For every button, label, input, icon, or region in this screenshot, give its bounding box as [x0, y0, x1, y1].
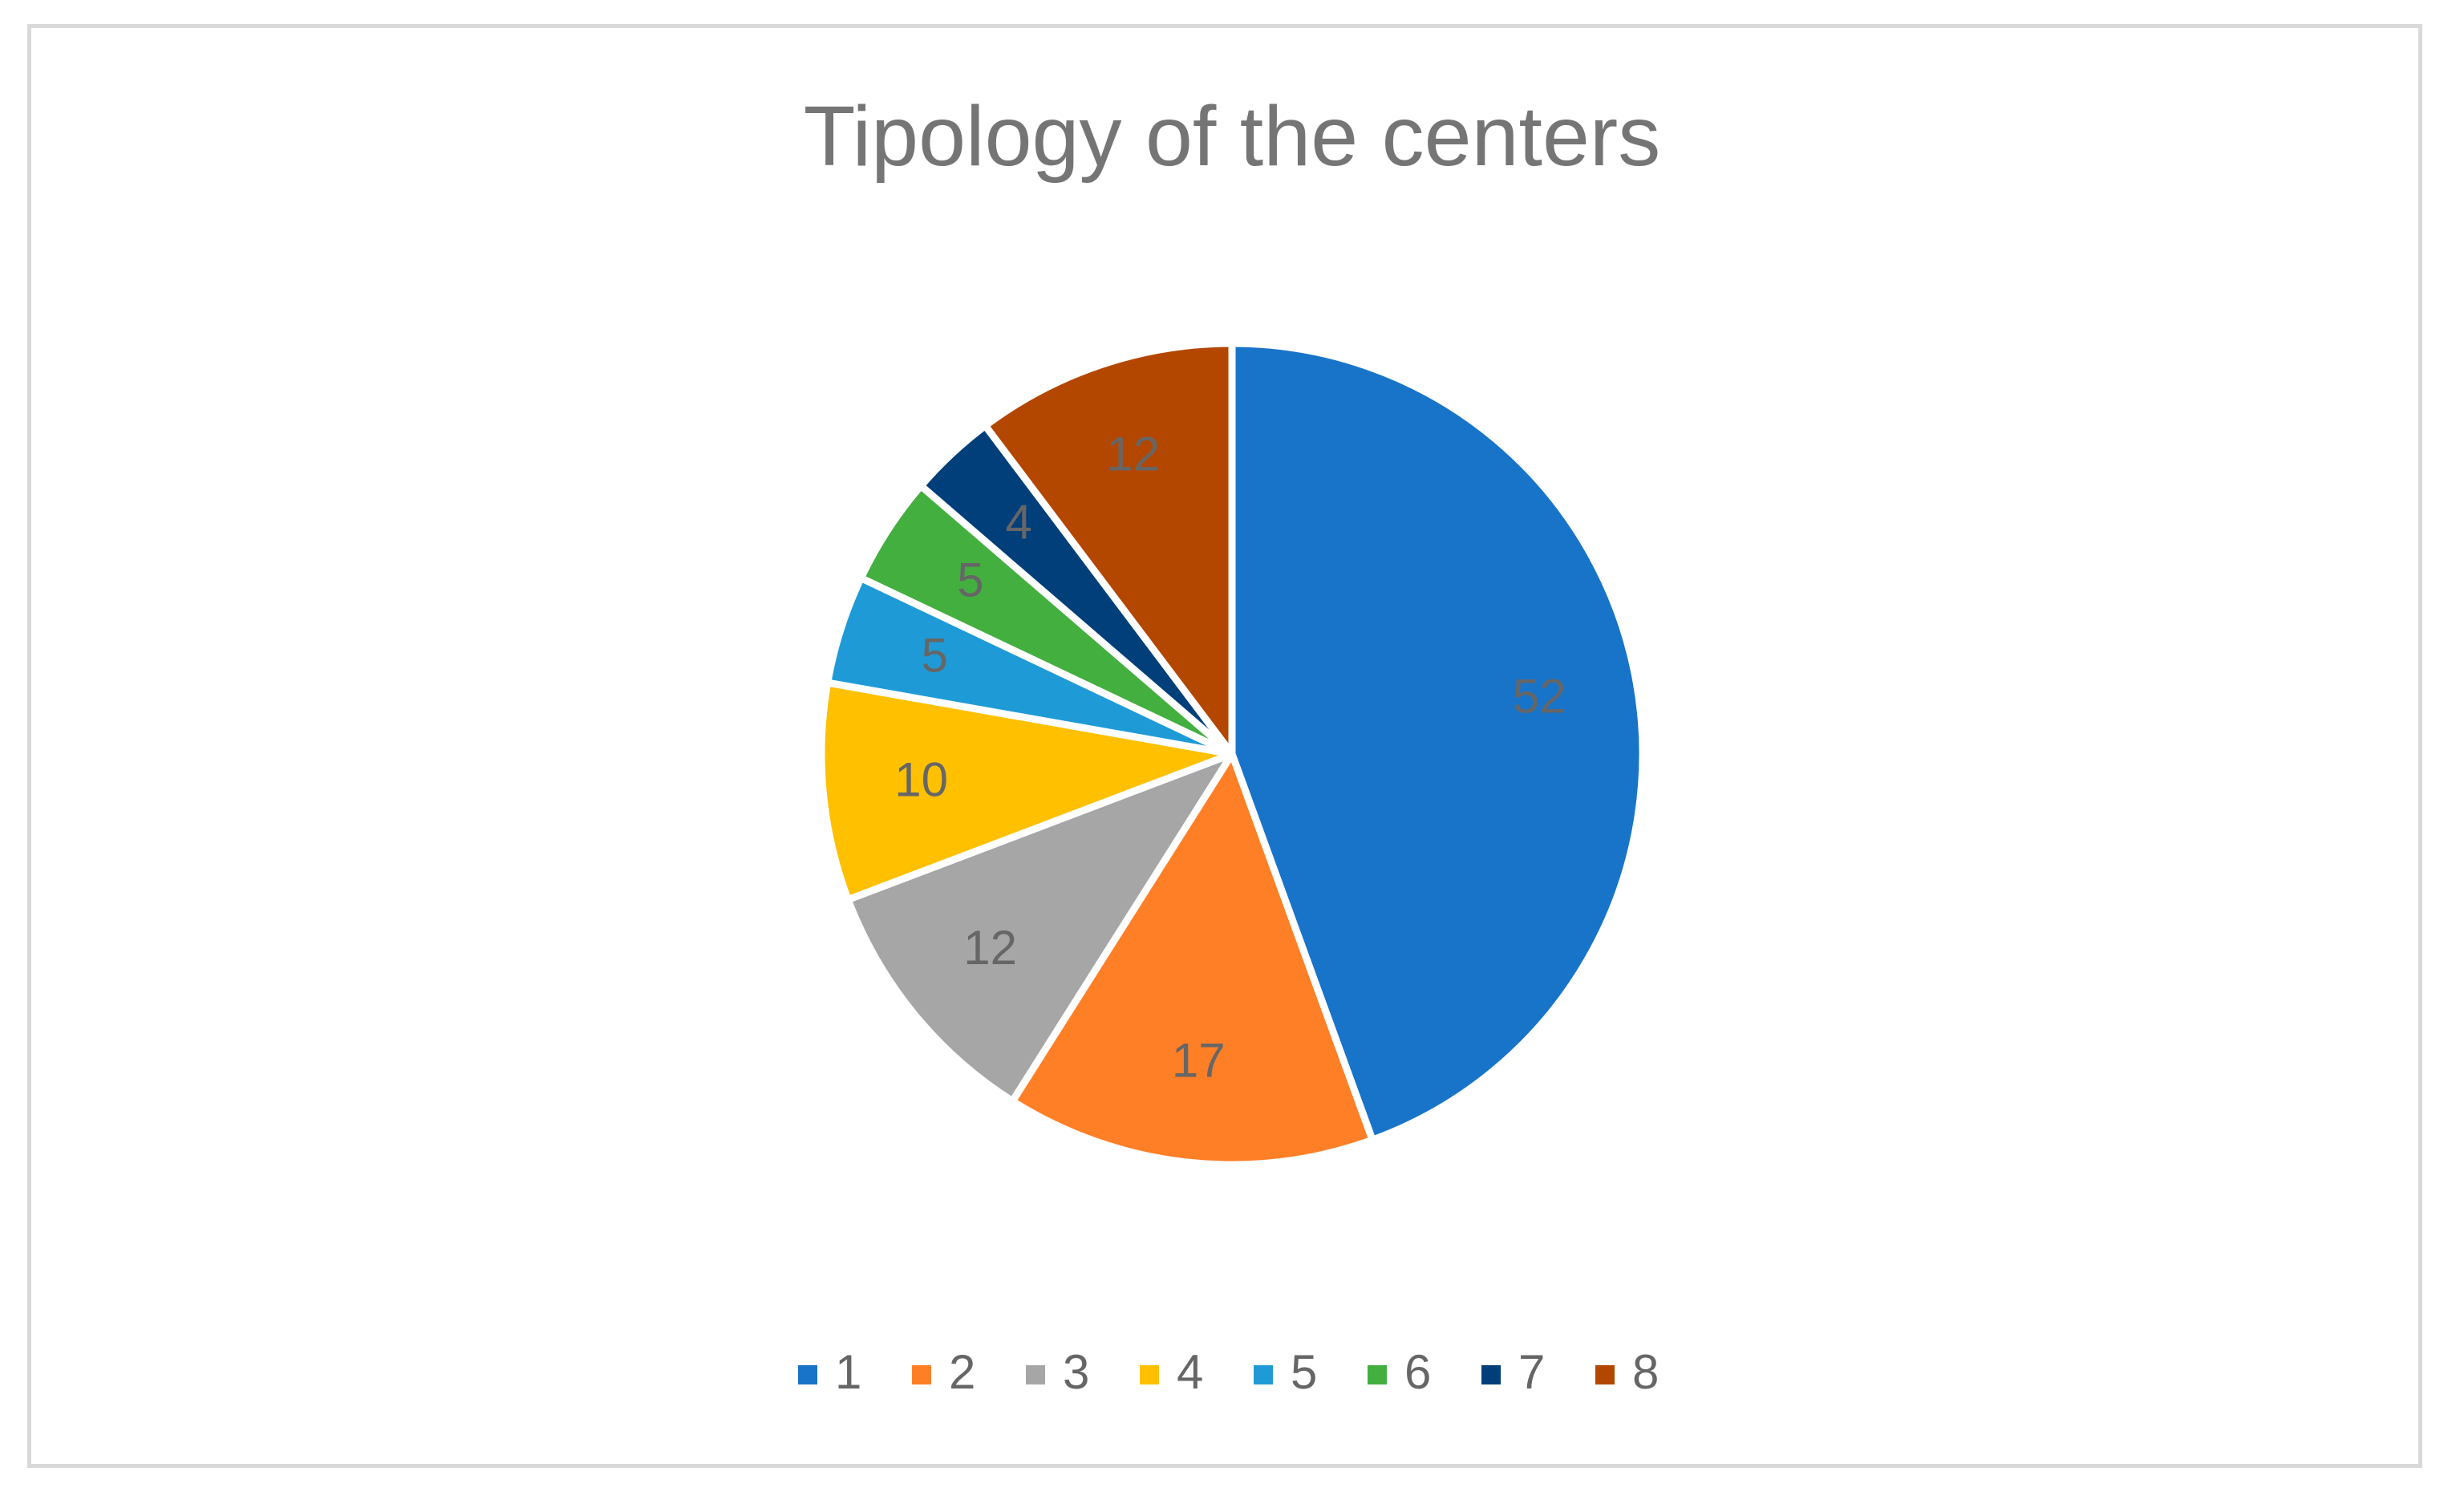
pie-slice-8: [981, 339, 1236, 758]
legend-swatch-2: [912, 1365, 931, 1384]
data-label-2: 17: [1172, 1034, 1226, 1088]
legend-swatch-8: [1595, 1365, 1615, 1384]
data-label-1: 52: [1513, 669, 1566, 723]
legend-swatch-3: [1026, 1365, 1045, 1384]
pie-slice-1: [1228, 339, 1647, 1144]
legend-label-5: 5: [1291, 1345, 1317, 1399]
legend-label-2: 2: [949, 1345, 975, 1399]
legend: 1 2 3 4 5 6 7 8: [798, 1345, 1659, 1399]
legend-swatch-5: [1254, 1365, 1273, 1384]
legend-label-3: 3: [1063, 1345, 1089, 1399]
chart-title: Tipology of the centers: [804, 89, 1660, 184]
legend-swatch-7: [1481, 1365, 1501, 1384]
data-label-6: 5: [957, 553, 983, 606]
pie-slices: [817, 339, 1647, 1169]
legend-label-1: 1: [835, 1345, 861, 1399]
data-label-8: 12: [1106, 428, 1160, 481]
data-label-3: 12: [963, 921, 1017, 975]
legend-label-6: 6: [1404, 1345, 1431, 1399]
data-label-4: 10: [894, 752, 948, 806]
legend-swatch-4: [1140, 1365, 1159, 1384]
data-label-5: 5: [922, 629, 948, 683]
legend-label-8: 8: [1632, 1345, 1659, 1399]
data-label-7: 4: [1006, 496, 1032, 549]
legend-swatch-6: [1368, 1365, 1387, 1384]
pie-slice-2: [1008, 750, 1376, 1169]
legend-swatch-1: [798, 1365, 817, 1384]
pie-slice-3: [844, 750, 1236, 1105]
legend-label-4: 4: [1177, 1345, 1203, 1399]
legend-label-7: 7: [1518, 1345, 1545, 1399]
